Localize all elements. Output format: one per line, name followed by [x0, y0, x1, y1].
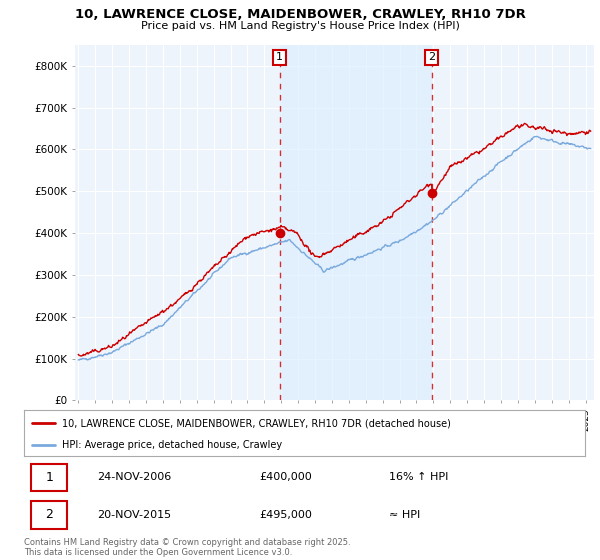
Text: 24-NOV-2006: 24-NOV-2006: [97, 473, 171, 482]
Bar: [280, 45, 432, 400]
Text: Price paid vs. HM Land Registry's House Price Index (HPI): Price paid vs. HM Land Registry's House …: [140, 21, 460, 31]
Text: 10, LAWRENCE CLOSE, MAIDENBOWER, CRAWLEY, RH10 7DR (detached house): 10, LAWRENCE CLOSE, MAIDENBOWER, CRAWLEY…: [62, 418, 451, 428]
Text: 10, LAWRENCE CLOSE, MAIDENBOWER, CRAWLEY, RH10 7DR: 10, LAWRENCE CLOSE, MAIDENBOWER, CRAWLEY…: [74, 8, 526, 21]
Text: 1: 1: [46, 471, 53, 484]
Text: 16% ↑ HPI: 16% ↑ HPI: [389, 473, 448, 482]
FancyBboxPatch shape: [31, 501, 67, 529]
Text: £400,000: £400,000: [260, 473, 313, 482]
Text: Contains HM Land Registry data © Crown copyright and database right 2025.
This d: Contains HM Land Registry data © Crown c…: [24, 538, 350, 557]
Text: 1: 1: [276, 52, 283, 62]
Text: HPI: Average price, detached house, Crawley: HPI: Average price, detached house, Craw…: [62, 440, 282, 450]
Text: £495,000: £495,000: [260, 510, 313, 520]
Text: ≈ HPI: ≈ HPI: [389, 510, 420, 520]
FancyBboxPatch shape: [31, 464, 67, 491]
Text: 20-NOV-2015: 20-NOV-2015: [97, 510, 171, 520]
Text: 2: 2: [46, 508, 53, 521]
Text: 2: 2: [428, 52, 435, 62]
